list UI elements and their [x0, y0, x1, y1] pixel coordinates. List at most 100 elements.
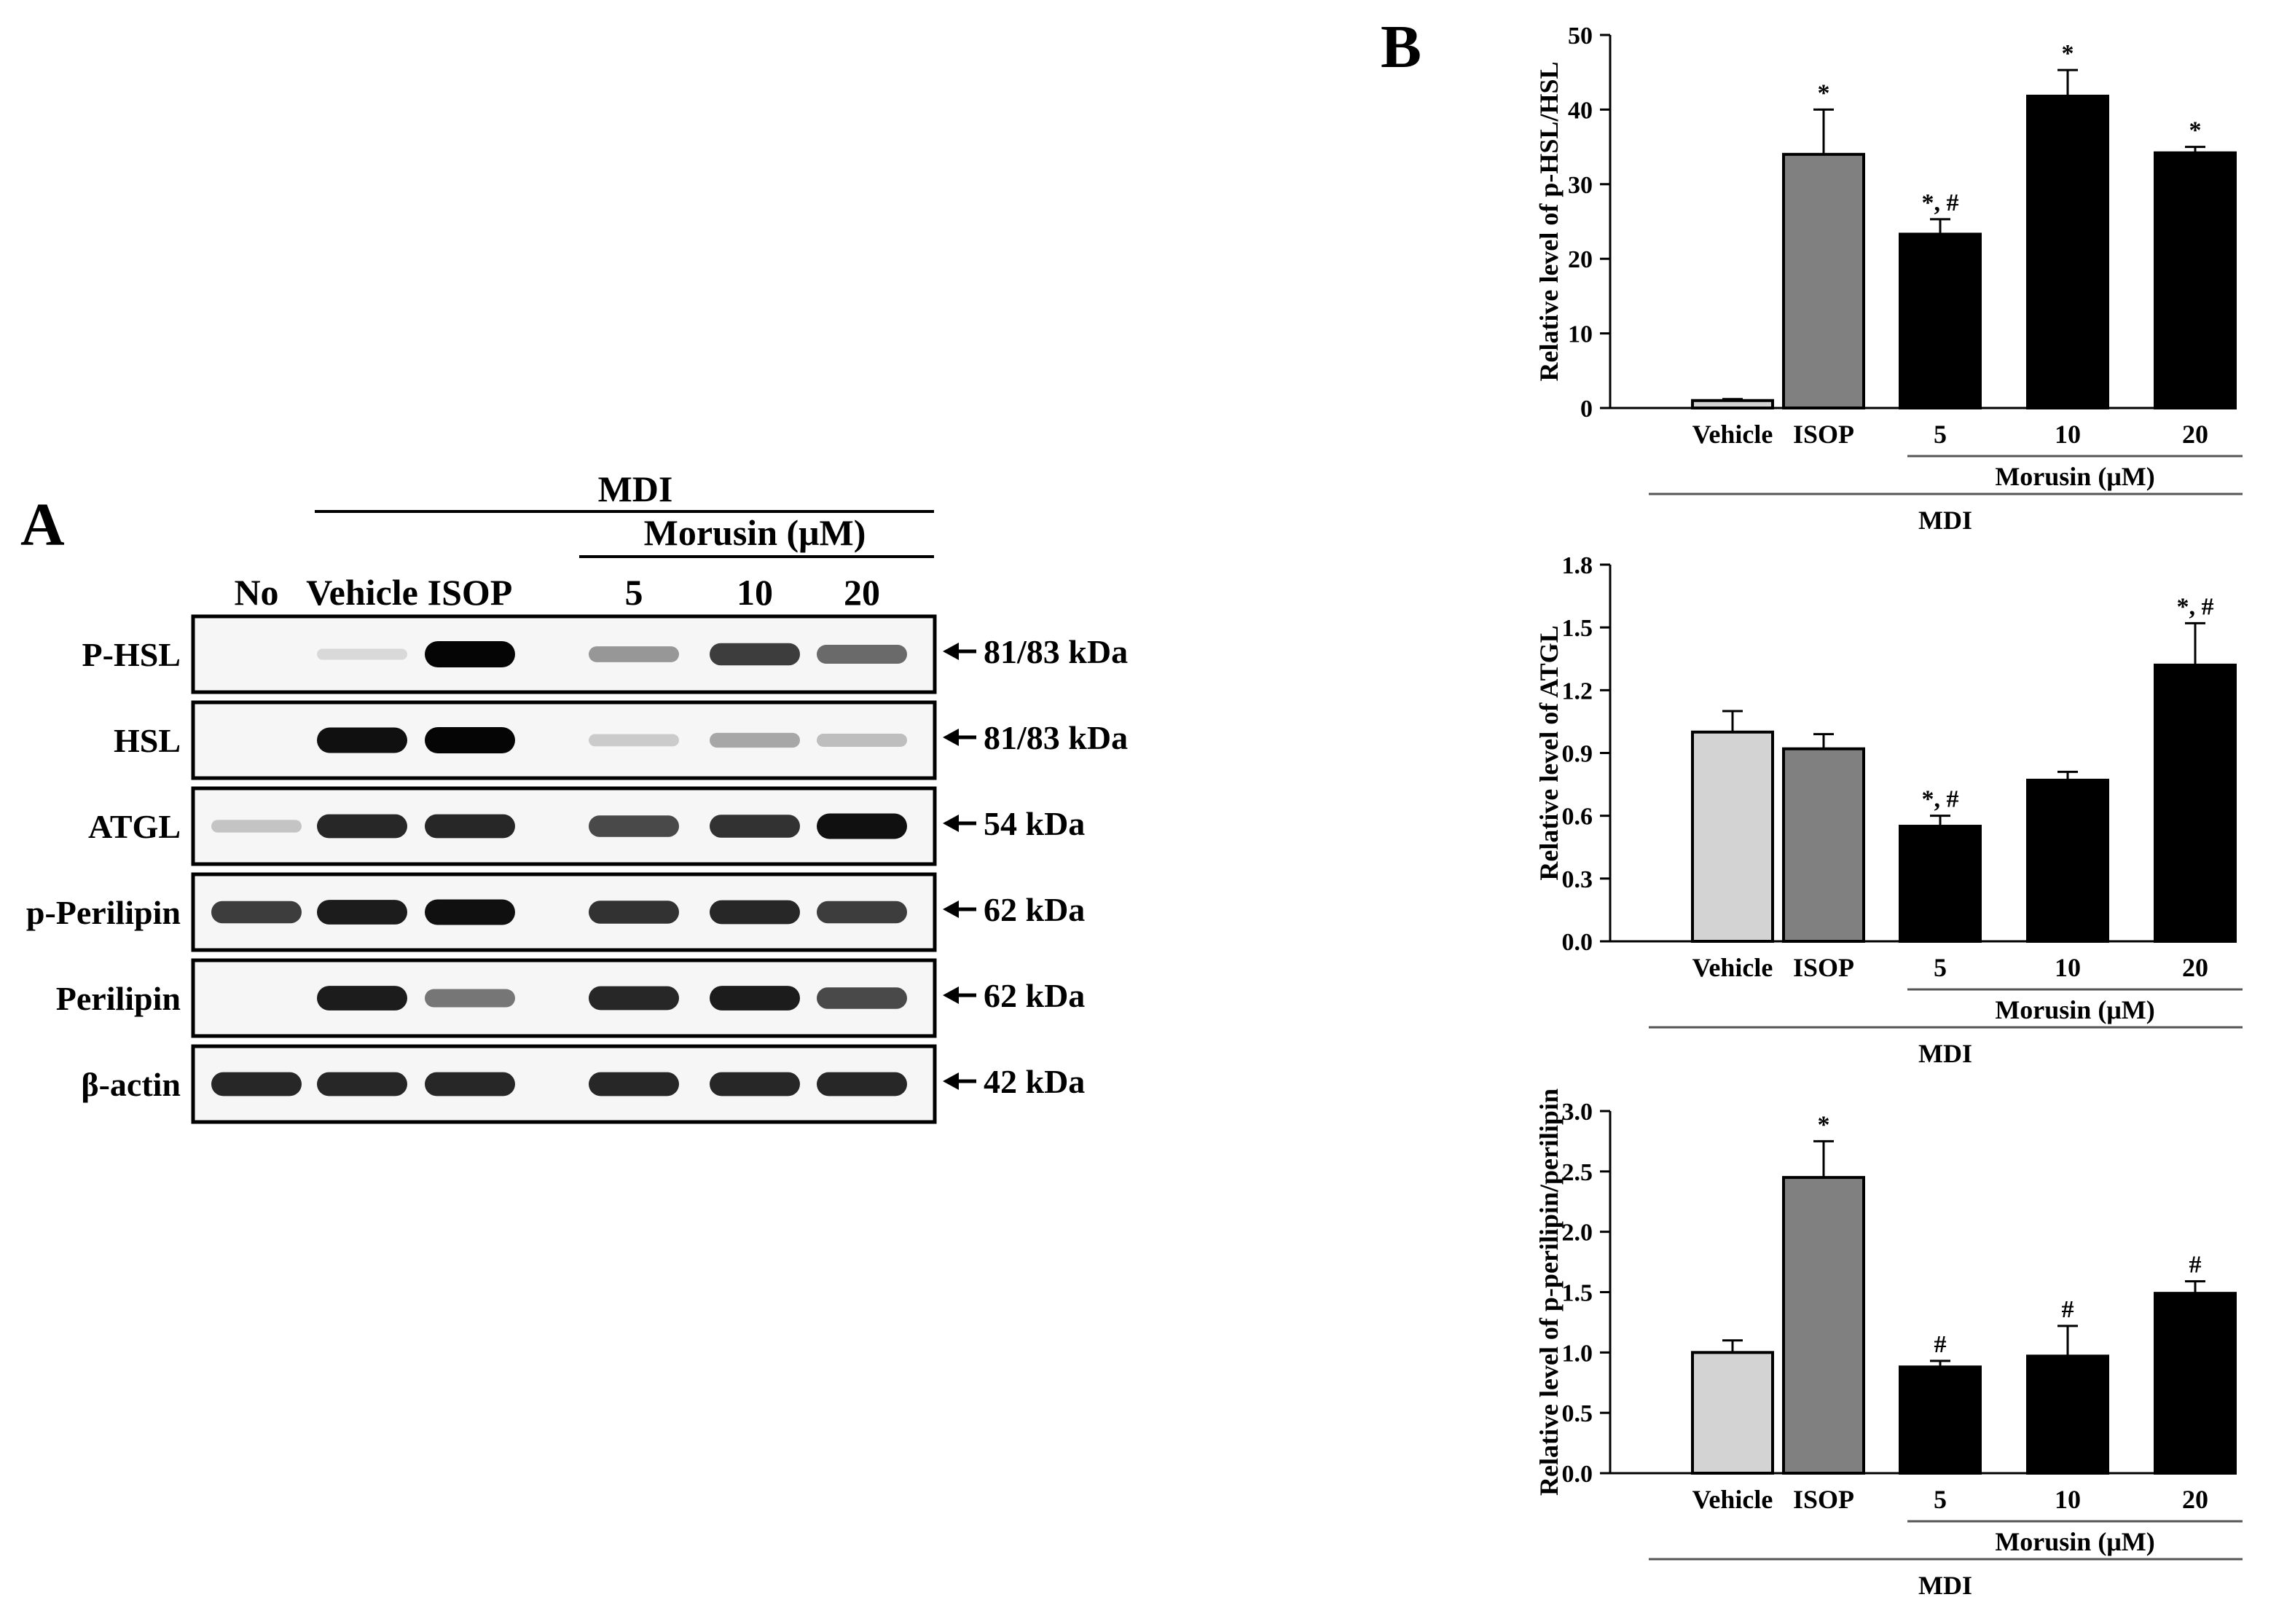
blot-band: [589, 646, 679, 662]
significance-mark: *: [2062, 40, 2074, 67]
molecular-weight-label: 81/83 kDa: [984, 719, 1128, 756]
morusin-group-label: Morusin (μM): [1995, 995, 2154, 1024]
bar: [1782, 747, 1865, 944]
significance-mark: *: [1818, 1111, 1830, 1138]
bar: [2154, 151, 2237, 410]
y-tick-label: 0.0: [1562, 1461, 1593, 1488]
western-blots: P-HSL 81/83 kDa HSL 81/83 kDa ATGL 54 kDa p-Pe…: [26, 614, 1128, 1124]
morusin-group-label: Morusin (μM): [644, 512, 866, 553]
significance-mark: #: [2189, 1252, 2202, 1279]
y-tick-label: 30: [1568, 172, 1593, 199]
y-tick-label: 1.5: [1562, 1280, 1593, 1307]
blot-frame: [191, 614, 937, 694]
mdi-group-label: MDI: [1918, 1039, 1972, 1068]
y-tick-label: 40: [1568, 97, 1593, 124]
blot-band: [211, 1072, 302, 1097]
blot-band: [317, 986, 407, 1011]
blot-band: [317, 900, 407, 925]
significance-mark: #: [1934, 1331, 1947, 1358]
blot-frame: [191, 786, 937, 866]
blot-band: [425, 989, 515, 1008]
y-axis-label: Relative level of ATGL: [1534, 625, 1564, 880]
category-label: 5: [1934, 953, 1947, 982]
bar: [2026, 94, 2109, 410]
blot-band: [710, 900, 800, 925]
y-tick-label: 2.0: [1562, 1220, 1593, 1247]
bar: [1782, 152, 1865, 409]
lane-label-5: 10: [737, 572, 773, 613]
blot-band: [425, 641, 515, 667]
molecular-weight-label: 62 kDa: [984, 977, 1085, 1014]
blot-row: β-actin 42 kDa: [81, 1044, 1085, 1124]
blot-band: [589, 901, 679, 924]
bar: [1899, 825, 1982, 944]
blot-row: p-Perilipin 62 kDa: [26, 872, 1085, 952]
blot-band: [317, 1072, 407, 1097]
blot-band: [425, 727, 515, 753]
atgl-chart: 0.0 0.3 0.6 0.9 1.2 1.5 1.8 Relative level of A…: [1534, 552, 2243, 1068]
blot-label: ATGL: [88, 808, 181, 845]
blot-row: HSL 81/83 kDa: [114, 700, 1128, 780]
blot-band: [817, 1072, 907, 1097]
western-blot-header: MDI Morusin (μM): [315, 468, 934, 558]
bar: [1691, 730, 1774, 943]
y-axis-label: Relative level of p-perilipin/perilipin: [1534, 1088, 1564, 1496]
arrow-head-icon: [943, 815, 959, 832]
y-tick-label: 0.9: [1562, 741, 1593, 768]
blot-row: Perilipin 62 kDa: [56, 958, 1085, 1038]
y-tick-label: 0: [1580, 396, 1593, 423]
y-tick-label: 0.0: [1562, 929, 1593, 956]
blot-band: [425, 1072, 515, 1097]
lane-label-2: Vehicle: [306, 572, 418, 613]
molecular-weight-label: 62 kDa: [984, 891, 1085, 928]
y-tick-label: 0.3: [1562, 866, 1593, 893]
category-label: 5: [1934, 420, 1947, 449]
blot-band: [817, 734, 907, 747]
molecular-weight-label: 54 kDa: [984, 805, 1085, 842]
y-tick-label: 10: [1568, 321, 1593, 348]
y-tick-label: 1.8: [1562, 552, 1593, 579]
blot-band: [317, 814, 407, 839]
y-tick-label: 50: [1568, 23, 1593, 50]
blot-row: ATGL 54 kDa: [88, 786, 1085, 866]
category-label: 5: [1934, 1485, 1947, 1514]
mdi-group-label: MDI: [1918, 506, 1972, 535]
category-label: Vehicle: [1692, 420, 1773, 449]
significance-mark: *, #: [1922, 786, 1959, 813]
y-tick-label: 20: [1568, 246, 1593, 273]
blot-label: HSL: [114, 722, 181, 759]
significance-mark: *, #: [2177, 593, 2214, 620]
y-tick-label: 1.0: [1562, 1340, 1593, 1367]
category-label: ISOP: [1793, 953, 1854, 982]
blot-band: [710, 643, 800, 666]
blot-band: [425, 899, 515, 925]
morusin-group-label: Morusin (μM): [1995, 1527, 2154, 1556]
bar: [1899, 232, 1982, 409]
bar: [1691, 1351, 1774, 1475]
blot-band: [211, 820, 302, 833]
y-axis-label: Relative level of p-HSL/HSL: [1534, 62, 1564, 382]
blot-label: β-actin: [81, 1066, 181, 1103]
arrow-head-icon: [943, 986, 959, 1004]
panel-b-letter: B: [1381, 13, 1421, 81]
category-label: ISOP: [1793, 1485, 1854, 1514]
blot-frame: [191, 958, 937, 1038]
morusin-group-label: Morusin (μM): [1995, 462, 2154, 491]
significance-mark: *: [2189, 117, 2202, 144]
blot-band: [817, 987, 907, 1009]
category-label: ISOP: [1793, 420, 1854, 449]
bar: [1899, 1365, 1982, 1475]
category-label: 10: [2055, 953, 2081, 982]
blot-band: [317, 727, 407, 753]
blot-band: [817, 813, 907, 839]
bar: [2154, 1292, 2237, 1475]
significance-mark: #: [2062, 1296, 2074, 1323]
blot-label: Perilipin: [56, 980, 181, 1017]
y-tick-label: 1.2: [1562, 678, 1593, 705]
blot-band: [589, 734, 679, 747]
blot-band: [317, 648, 407, 660]
lane-label-1: No: [234, 572, 278, 613]
lane-label-4: 5: [625, 572, 643, 613]
